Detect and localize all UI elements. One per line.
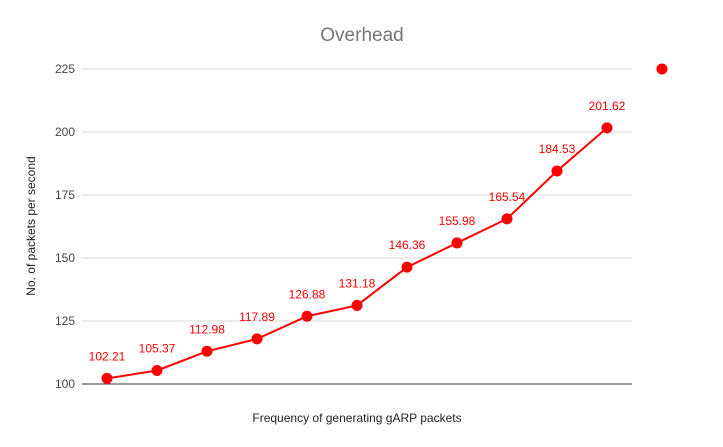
data-label: 126.88 <box>289 287 326 301</box>
series-layer <box>101 122 613 384</box>
data-label: 165.54 <box>489 190 526 204</box>
data-point <box>151 364 163 376</box>
data-point <box>451 237 463 249</box>
data-label: 201.62 <box>589 99 626 113</box>
y-tick-label: 125 <box>55 314 75 328</box>
y-axis-ticks: 100 125 150 175 200 225 <box>55 62 75 391</box>
data-point <box>601 122 613 134</box>
data-point <box>201 345 213 357</box>
chart-title: Overhead <box>320 25 403 46</box>
y-tick-label: 225 <box>55 62 75 76</box>
y-tick-label: 150 <box>55 251 75 265</box>
data-point <box>251 333 263 345</box>
y-tick-label: 175 <box>55 188 75 202</box>
data-point <box>301 310 313 322</box>
data-label: 112.98 <box>189 322 225 336</box>
y-axis-label: No. of packets per second <box>24 156 38 295</box>
gridlines <box>82 68 632 385</box>
y-tick-label: 100 <box>55 377 75 391</box>
data-point <box>401 261 413 273</box>
data-label: 117.89 <box>239 310 275 324</box>
legend-marker <box>656 63 668 75</box>
y-tick-label: 200 <box>55 125 75 139</box>
data-point <box>501 213 513 225</box>
data-point <box>351 299 363 311</box>
data-label: 146.36 <box>389 238 426 252</box>
data-point <box>551 165 563 177</box>
data-label: 131.18 <box>339 276 376 290</box>
data-label: 184.53 <box>539 142 576 156</box>
data-label: 102.21 <box>89 349 126 363</box>
data-label: 105.37 <box>139 341 176 355</box>
data-labels: 102.21 105.37 112.98 117.89 126.88 131.18 146.… <box>89 99 626 364</box>
x-axis-label: Frequency of generating gARP packets <box>252 411 461 425</box>
series-line <box>106 127 608 380</box>
data-label: 155.98 <box>439 214 476 228</box>
data-point <box>101 372 113 384</box>
